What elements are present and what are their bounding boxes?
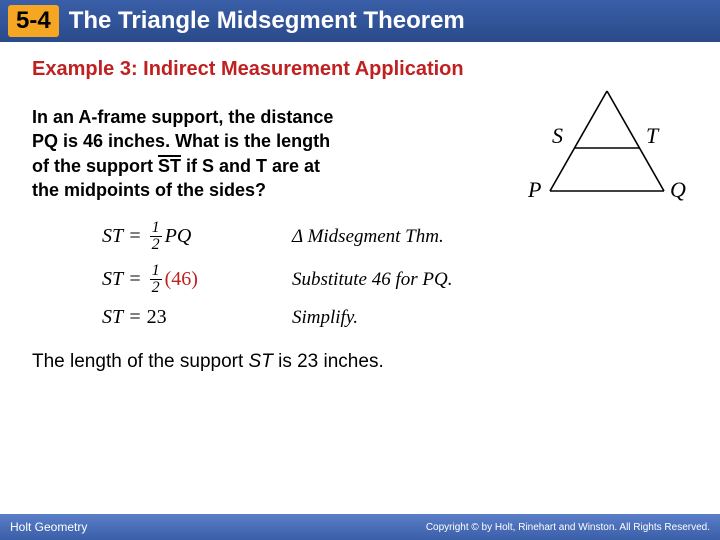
segment-st: ST <box>158 155 181 175</box>
triangle-diagram: S T P Q <box>522 83 692 203</box>
eq-rhs: 23 <box>147 306 167 329</box>
reason-2: Substitute 46 for PQ. <box>292 269 452 291</box>
reason-1: Δ Midsegment Thm. <box>292 226 444 248</box>
problem-text: In an A-frame support, the distance PQ i… <box>32 105 472 202</box>
label-s: S <box>552 123 563 148</box>
fraction: 1 2 <box>150 263 162 296</box>
reason-text: Midsegment Thm. <box>308 226 444 247</box>
label-q: Q <box>670 177 686 202</box>
frac-num: 1 <box>150 263 162 280</box>
work-row: ST = 1 2 PQ Δ Midsegment Thm. <box>102 220 688 253</box>
eq-lhs: ST <box>102 306 123 329</box>
problem-line3a: of the support <box>32 156 158 176</box>
content-area: In an A-frame support, the distance PQ i… <box>0 81 720 329</box>
eq-sign: = <box>123 225 147 248</box>
conclusion-b: is 23 inches. <box>273 351 384 372</box>
label-t: T <box>646 123 660 148</box>
footer-right: Copyright © by Holt, Rinehart and Winsto… <box>426 522 710 533</box>
conclusion-st: ST <box>249 351 273 372</box>
footer-left: Holt Geometry <box>10 520 87 534</box>
conclusion: The length of the support ST is 23 inche… <box>32 351 720 373</box>
eq-lhs: ST <box>102 225 123 248</box>
footer-bar: Holt Geometry Copyright © by Holt, Rineh… <box>0 514 720 540</box>
label-p: P <box>527 177 541 202</box>
header-title: The Triangle Midsegment Theorem <box>69 7 465 35</box>
reason-prefix: Δ <box>292 226 308 247</box>
problem-line3b: if S and T are at <box>181 156 320 176</box>
eq-lhs: ST <box>102 268 123 291</box>
eq-sign: = <box>123 306 147 329</box>
equation-1: ST = 1 2 PQ <box>102 220 292 253</box>
work-row: ST = 23 Simplify. <box>102 306 688 329</box>
frac-den: 2 <box>150 280 162 296</box>
frac-den: 2 <box>150 237 162 253</box>
problem-line4: the midpoints of the sides? <box>32 180 266 200</box>
equation-3: ST = 23 <box>102 306 292 329</box>
work-row: ST = 1 2 (46) Substitute 46 for PQ. <box>102 263 688 296</box>
conclusion-a: The length of the support <box>32 351 249 372</box>
frac-num: 1 <box>150 220 162 237</box>
problem-line2: PQ is 46 inches. What is the length <box>32 131 330 151</box>
lesson-tag: 5-4 <box>8 5 59 37</box>
example-title: Example 3: Indirect Measurement Applicat… <box>32 58 720 81</box>
eq-rhs-red: (46) <box>165 268 198 291</box>
work-steps: ST = 1 2 PQ Δ Midsegment Thm. ST = 1 2 <box>102 220 688 329</box>
header-bar: 5-4 The Triangle Midsegment Theorem <box>0 0 720 42</box>
problem-line1: In an A-frame support, the distance <box>32 107 333 127</box>
eq-sign: = <box>123 268 147 291</box>
equation-2: ST = 1 2 (46) <box>102 263 292 296</box>
eq-rhs: PQ <box>165 225 192 248</box>
fraction: 1 2 <box>150 220 162 253</box>
reason-3: Simplify. <box>292 307 358 329</box>
